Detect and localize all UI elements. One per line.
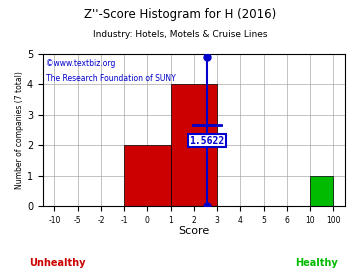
Text: Industry: Hotels, Motels & Cruise Lines: Industry: Hotels, Motels & Cruise Lines [93, 30, 267, 39]
Text: 1.5622: 1.5622 [189, 136, 225, 146]
Text: Z''-Score Histogram for H (2016): Z''-Score Histogram for H (2016) [84, 8, 276, 21]
X-axis label: Score: Score [178, 226, 210, 236]
Y-axis label: Number of companies (7 total): Number of companies (7 total) [15, 71, 24, 189]
Bar [310, 176, 333, 206]
Bar [171, 85, 217, 206]
Text: The Research Foundation of SUNY: The Research Foundation of SUNY [46, 74, 176, 83]
Text: ©www.textbiz.org: ©www.textbiz.org [46, 59, 115, 68]
Text: Unhealthy: Unhealthy [30, 258, 86, 268]
Bar [124, 145, 171, 206]
Text: Healthy: Healthy [296, 258, 338, 268]
